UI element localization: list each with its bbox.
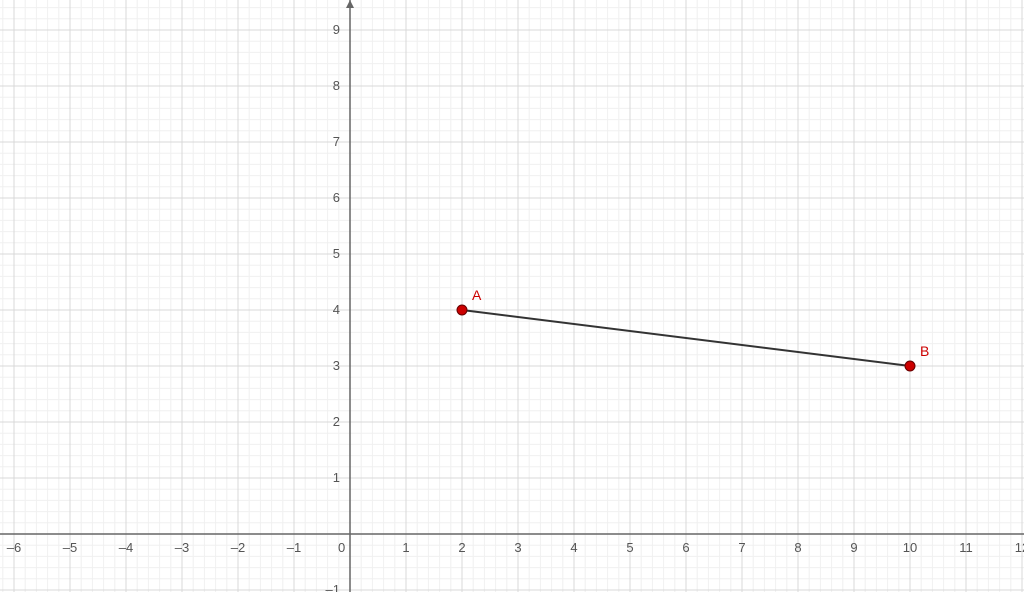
y-axis-arrow — [346, 0, 354, 8]
point-B[interactable] — [905, 361, 915, 371]
coordinate-plane: –6–5–4–3–2–10123456789101112–1123456789A… — [0, 0, 1024, 592]
y-tick-label: 1 — [333, 470, 340, 485]
x-tick-label: –2 — [231, 540, 245, 555]
y-tick-label: 4 — [333, 302, 340, 317]
x-tick-label: –6 — [7, 540, 21, 555]
y-tick-label: 9 — [333, 22, 340, 37]
x-tick-label: –5 — [63, 540, 77, 555]
chart-svg: –6–5–4–3–2–10123456789101112–1123456789A… — [0, 0, 1024, 592]
points: AB — [457, 287, 929, 371]
x-tick-label: 5 — [626, 540, 633, 555]
x-tick-label: 0 — [338, 540, 345, 555]
x-tick-label: –3 — [175, 540, 189, 555]
y-tick-label: 8 — [333, 78, 340, 93]
x-tick-label: 11 — [959, 540, 973, 555]
y-tick-label: 2 — [333, 414, 340, 429]
x-tick-label: 6 — [682, 540, 689, 555]
x-tick-label: –4 — [119, 540, 133, 555]
point-label-B: B — [920, 343, 929, 359]
y-tick-label: –1 — [326, 582, 340, 592]
y-tick-label: 7 — [333, 134, 340, 149]
x-tick-label: 8 — [794, 540, 801, 555]
y-tick-label: 5 — [333, 246, 340, 261]
x-tick-label: 3 — [514, 540, 521, 555]
axes — [0, 0, 1024, 592]
x-tick-label: 1 — [402, 540, 409, 555]
minor-gridlines — [0, 0, 1024, 592]
y-tick-label: 6 — [333, 190, 340, 205]
y-tick-label: 3 — [333, 358, 340, 373]
x-tick-label: 7 — [738, 540, 745, 555]
major-gridlines — [0, 0, 1024, 592]
x-tick-label: 10 — [903, 540, 917, 555]
x-tick-label: 4 — [570, 540, 577, 555]
point-A[interactable] — [457, 305, 467, 315]
x-tick-label: 2 — [458, 540, 465, 555]
x-tick-label: –1 — [287, 540, 301, 555]
x-tick-label: 9 — [850, 540, 857, 555]
x-tick-label: 12 — [1015, 540, 1024, 555]
point-label-A: A — [472, 287, 482, 303]
